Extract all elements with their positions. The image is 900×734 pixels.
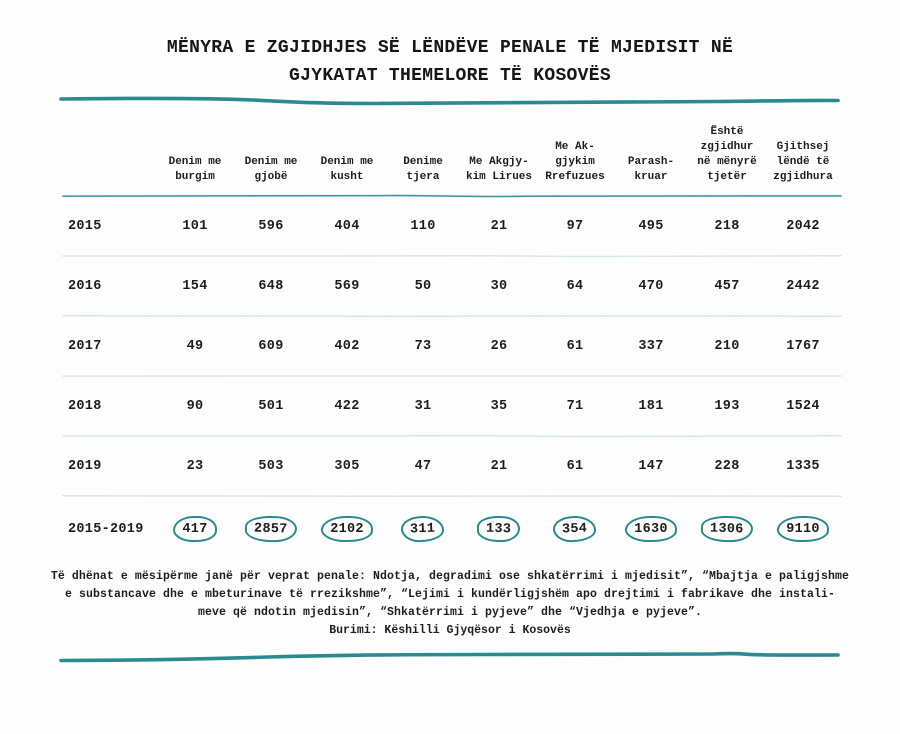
total-circled-value: 311 [385, 515, 461, 543]
table-row-2019: 2019 23 503 305 47 21 61 147 228 1335 [62, 440, 842, 492]
table-cell: 404 [334, 218, 360, 234]
table-cell: 90 [186, 398, 204, 414]
table-cell: 596 [258, 218, 284, 234]
row-label: 2015 [68, 218, 102, 234]
total-circled-value: 354 [537, 515, 613, 543]
hand-drawn-circle: 354 [552, 515, 598, 543]
table-cell: 648 [258, 278, 284, 294]
table-cell: 2042 [786, 218, 820, 234]
row-separator-line [62, 254, 842, 258]
table-totals-row: 2015-2019 417 2857 2102 311 133 354 1630… [62, 500, 842, 558]
hand-drawn-circle: 417 [173, 516, 217, 542]
table-cell: 101 [182, 218, 208, 234]
row-separator-line [62, 434, 842, 438]
totals-row-label: 2015-2019 [68, 521, 144, 537]
column-header-akgjykim-lirues: Me Akgjy- kim Lirues [465, 156, 532, 183]
table-cell: 193 [714, 398, 740, 414]
table-row-2018: 2018 90 501 422 31 35 71 181 193 1524 [62, 380, 842, 432]
table-cell: 470 [638, 278, 664, 294]
table-cell: 47 [414, 458, 432, 474]
table-cell: 110 [410, 218, 436, 234]
column-header-denim-burgim: Denim me burgim [168, 156, 222, 183]
table-cell: 2442 [786, 278, 820, 294]
table-cell: 73 [414, 338, 432, 354]
table-cell: 147 [638, 458, 664, 474]
table-cell: 23 [186, 458, 204, 474]
hand-drawn-circle: 2102 [321, 516, 373, 542]
total-circled-value: 2102 [309, 516, 385, 542]
table-cell: 402 [334, 338, 360, 354]
table-cell: 1524 [786, 398, 820, 414]
table-cell: 305 [334, 458, 360, 474]
footnote-text: Të dhënat e mësipërme janë për veprat pe… [50, 570, 850, 619]
decorative-bottom-divider-line [59, 651, 840, 663]
table-cell: 26 [490, 338, 508, 354]
table-cell: 228 [714, 458, 740, 474]
table-cell: 457 [714, 278, 740, 294]
table-cell: 1335 [786, 458, 820, 474]
total-circled-value: 417 [157, 516, 233, 542]
table-cell: 569 [334, 278, 360, 294]
table-cell: 30 [490, 278, 508, 294]
row-separator-line [62, 495, 842, 498]
table-cell: 154 [182, 278, 208, 294]
row-separator-line [62, 375, 842, 378]
row-label: 2017 [68, 338, 102, 354]
row-label: 2016 [68, 278, 102, 294]
table-cell: 501 [258, 398, 284, 414]
table-cell: 495 [638, 218, 664, 234]
column-header-denim-gjobe: Denim me gjobë [244, 156, 298, 183]
total-circled-value: 1630 [613, 516, 689, 542]
hand-drawn-circle: 1306 [700, 515, 754, 543]
table-cell: 1767 [786, 338, 820, 354]
table-cell: 50 [414, 278, 432, 294]
data-table: Denim me burgim Denim me gjobë Denim me … [62, 108, 842, 558]
table-cell: 64 [566, 278, 584, 294]
column-header-akgjykim-rrefuzues: Me Ak- gjykim Rrefuzues [545, 141, 605, 183]
source-attribution: Burimi: Këshilli Gjyqësor i Kosovës [329, 624, 571, 637]
row-separator-line [62, 315, 842, 318]
infographic-page: MËNYRA E ZGJIDHJES SË LËNDËVE PENALE TË … [0, 34, 900, 734]
table-cell: 422 [334, 398, 360, 414]
table-cell: 609 [258, 338, 284, 354]
table-cell: 49 [186, 338, 204, 354]
hand-drawn-circle: 2857 [244, 515, 298, 543]
table-cell: 31 [414, 398, 432, 414]
table-cell: 61 [566, 338, 584, 354]
column-header-denime-tjera: Denime tjera [403, 156, 443, 183]
hand-drawn-circle: 9110 [777, 516, 829, 542]
table-cell: 337 [638, 338, 664, 354]
table-row-2016: 2016 154 648 569 50 30 64 470 457 2442 [62, 260, 842, 312]
table-cell: 21 [490, 458, 508, 474]
table-cell: 181 [638, 398, 664, 414]
table-row-2015: 2015 101 596 404 110 21 97 495 218 2042 [62, 200, 842, 252]
table-cell: 21 [490, 218, 508, 234]
total-circled-value: 2857 [233, 515, 309, 543]
page-title: MËNYRA E ZGJIDHJES SË LËNDËVE PENALE TË … [166, 38, 734, 86]
table-cell: 35 [490, 398, 508, 414]
hand-drawn-circle: 133 [477, 515, 521, 543]
table-cell: 210 [714, 338, 740, 354]
hand-drawn-circle: 311 [400, 515, 446, 543]
column-header-gjithsej: Gjithsej lëndë të zgjidhura [773, 141, 833, 183]
table-cell: 503 [258, 458, 284, 474]
total-circled-value: 9110 [765, 516, 841, 542]
table-cell: 71 [566, 398, 584, 414]
hand-drawn-circle: 1630 [625, 516, 677, 542]
table-cell: 218 [714, 218, 740, 234]
total-circled-value: 133 [461, 515, 537, 543]
column-header-denim-kusht: Denim me kusht [320, 156, 374, 183]
total-circled-value: 1306 [689, 515, 765, 543]
row-label: 2018 [68, 398, 102, 414]
header-separator-line [62, 194, 842, 198]
table-header-row: Denim me burgim Denim me gjobë Denim me … [62, 108, 842, 192]
table-row-2017: 2017 49 609 402 73 26 61 337 210 1767 [62, 320, 842, 372]
row-label: 2019 [68, 458, 102, 474]
decorative-top-divider-line [59, 96, 840, 106]
column-header-parashkruar: Parash- kruar [627, 156, 675, 183]
table-cell: 61 [566, 458, 584, 474]
column-header-zgjidhur-tjeter: Është zgjidhur në mënyrë tjetër [697, 126, 757, 183]
table-cell: 97 [566, 218, 584, 234]
